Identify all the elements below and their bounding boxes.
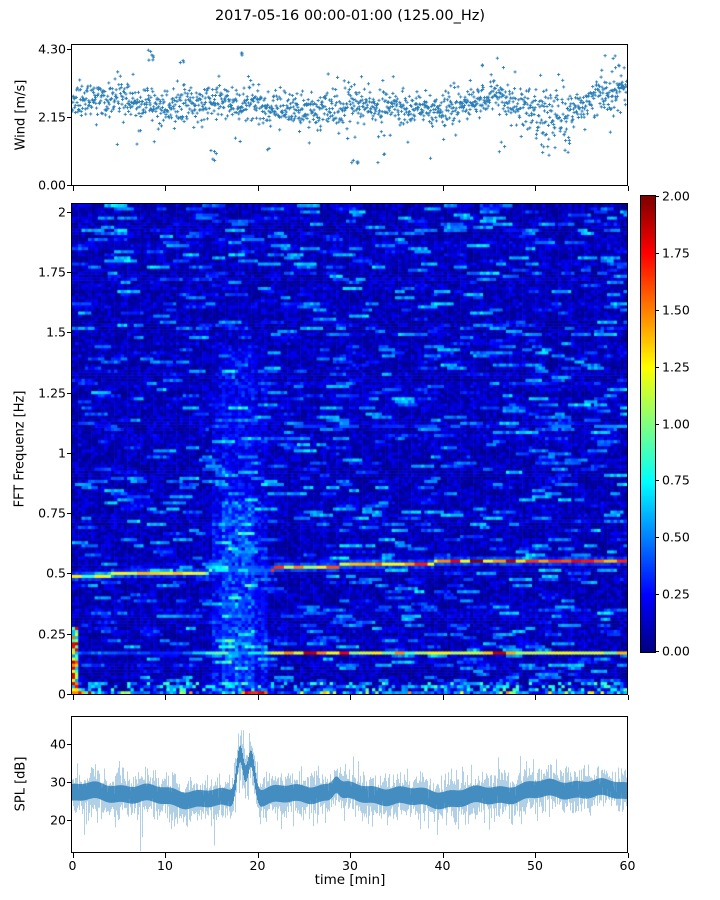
spl-xtick-mark	[443, 853, 444, 858]
colorbar-tick-mark	[655, 424, 659, 425]
spectrogram-ytick-mark	[67, 634, 72, 635]
figure-title: 2017-05-16 00:00-01:00 (125.00_Hz)	[214, 8, 486, 24]
wind-ytick-mark	[67, 49, 72, 50]
wind-xtick-mark	[258, 186, 259, 191]
spectrogram-ytick-label: 1.25	[38, 385, 66, 401]
spectrogram-ytick-label: 1.75	[38, 264, 66, 280]
spectrogram-ytick-label: 0.75	[38, 505, 66, 521]
colorbar-tick-label: 2.00	[662, 188, 690, 204]
wind-ytick-label: 2.15	[38, 109, 66, 125]
spectrogram-xtick-mark	[258, 695, 259, 700]
colorbar-tick-label: 1.75	[662, 245, 690, 261]
wind-axes	[71, 44, 628, 186]
spl-xtick-label: 0	[68, 858, 77, 873]
spectrogram-ytick-label: 2	[58, 204, 66, 220]
colorbar-tick-label: 0.00	[662, 643, 690, 659]
x-axis-label: time [min]	[314, 872, 386, 888]
wind-xtick-mark	[165, 186, 166, 191]
spl-xtick-mark	[258, 853, 259, 858]
spl-xtick-label: 50	[527, 858, 543, 873]
spectrogram-xtick-mark	[628, 695, 629, 700]
spl-ytick-label: 40	[50, 736, 66, 752]
wind-scatter-canvas	[72, 45, 627, 185]
wind-xtick-mark	[628, 186, 629, 191]
wind-xtick-mark	[443, 186, 444, 191]
spectrogram-ytick-label: 0.5	[46, 565, 66, 581]
wind-ytick-label: 4.30	[38, 41, 66, 57]
colorbar-tick-mark	[655, 480, 659, 481]
spectrogram-ytick-mark	[67, 332, 72, 333]
spectrogram-ytick-mark	[67, 393, 72, 394]
wind-xtick-mark	[350, 186, 351, 191]
spectrogram-xtick-mark	[535, 695, 536, 700]
colorbar-tick-mark	[655, 594, 659, 595]
spl-xtick-mark	[165, 853, 166, 858]
spectrogram-axes	[71, 203, 628, 695]
colorbar-tick-label: 1.50	[662, 302, 690, 318]
spl-xtick-label: 60	[619, 858, 636, 873]
colorbar-tick-label: 0.75	[662, 472, 690, 488]
spl-ytick-mark	[67, 820, 72, 821]
wind-xtick-mark	[535, 186, 536, 191]
colorbar-tick-mark	[655, 253, 659, 254]
spectrogram-ytick-label: 0	[58, 686, 66, 702]
spl-ytick-mark	[67, 782, 72, 783]
colorbar-canvas	[641, 196, 655, 652]
colorbar-tick-label: 1.25	[662, 359, 690, 375]
spl-axes	[71, 716, 628, 853]
spl-xtick-mark	[628, 853, 629, 858]
spl-ytick-mark	[67, 744, 72, 745]
spl-xtick-mark	[350, 853, 351, 858]
colorbar-tick-mark	[655, 196, 659, 197]
spl-xtick-label: 20	[249, 858, 266, 873]
wind-xtick-mark	[73, 186, 74, 191]
spectrogram-ytick-mark	[67, 573, 72, 574]
spl-ytick-label: 20	[50, 812, 66, 828]
spectrogram-ytick-label: 1.5	[46, 324, 66, 340]
spectrogram-xtick-mark	[443, 695, 444, 700]
colorbar-tick-label: 0.25	[662, 586, 690, 602]
colorbar-tick-mark	[655, 310, 659, 311]
spl-xtick-mark	[535, 853, 536, 858]
spl-xtick-label: 40	[434, 858, 451, 873]
spectrogram-ytick-label: 1	[58, 445, 66, 461]
wind-ytick-mark	[67, 117, 72, 118]
spectrogram-ytick-mark	[67, 453, 72, 454]
colorbar	[640, 195, 656, 653]
spl-xtick-mark	[73, 853, 74, 858]
wind-ytick-label: 0.00	[38, 177, 66, 193]
spectrogram-ytick-mark	[67, 272, 72, 273]
spectrogram-ytick-label: 0.25	[38, 626, 66, 642]
spectrogram-xtick-mark	[165, 695, 166, 700]
spl-line-canvas	[72, 717, 627, 852]
colorbar-tick-mark	[655, 537, 659, 538]
spl-ytick-label: 30	[50, 774, 66, 790]
spectrogram-canvas	[72, 204, 627, 694]
spl-xtick-label: 10	[157, 858, 173, 873]
colorbar-tick-label: 1.00	[662, 416, 690, 431]
spectrogram-ytick-mark	[67, 513, 72, 514]
colorbar-tick-label: 0.50	[662, 529, 690, 545]
spl-xtick-label: 30	[342, 858, 358, 873]
spectrogram-ytick-mark	[67, 212, 72, 213]
spectrogram-ytick-mark	[67, 694, 72, 695]
spectrogram-xtick-mark	[350, 695, 351, 700]
spectrogram-xtick-mark	[73, 695, 74, 700]
colorbar-tick-mark	[655, 367, 659, 368]
wind-ytick-mark	[67, 185, 72, 186]
colorbar-tick-mark	[655, 651, 659, 652]
